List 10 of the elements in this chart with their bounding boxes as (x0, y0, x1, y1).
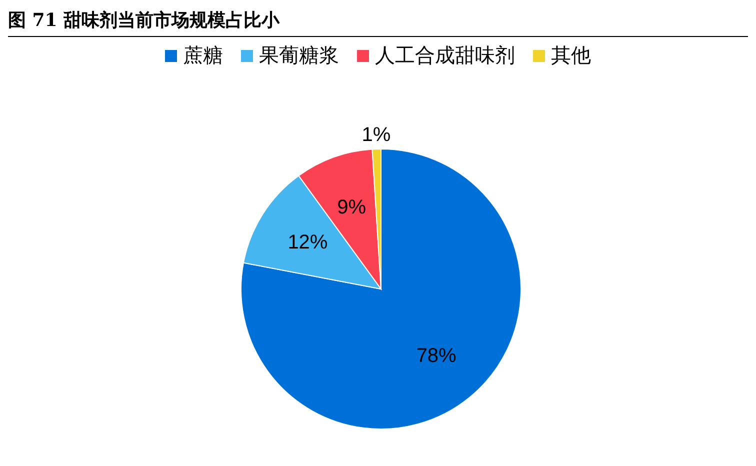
legend-label: 其他 (550, 42, 591, 69)
data-label: 78% (416, 344, 457, 367)
legend-label: 果葡糖浆 (258, 42, 339, 69)
chart-title: 图 71 甜味剂当前市场规模占比小 (8, 8, 748, 37)
legend-label: 蔗糖 (182, 42, 223, 69)
data-label: 12% (288, 231, 328, 254)
pie-slice (240, 148, 522, 430)
data-label: 9% (337, 196, 366, 218)
data-label: 1% (362, 124, 391, 146)
legend-label: 人工合成甜味剂 (374, 42, 515, 69)
